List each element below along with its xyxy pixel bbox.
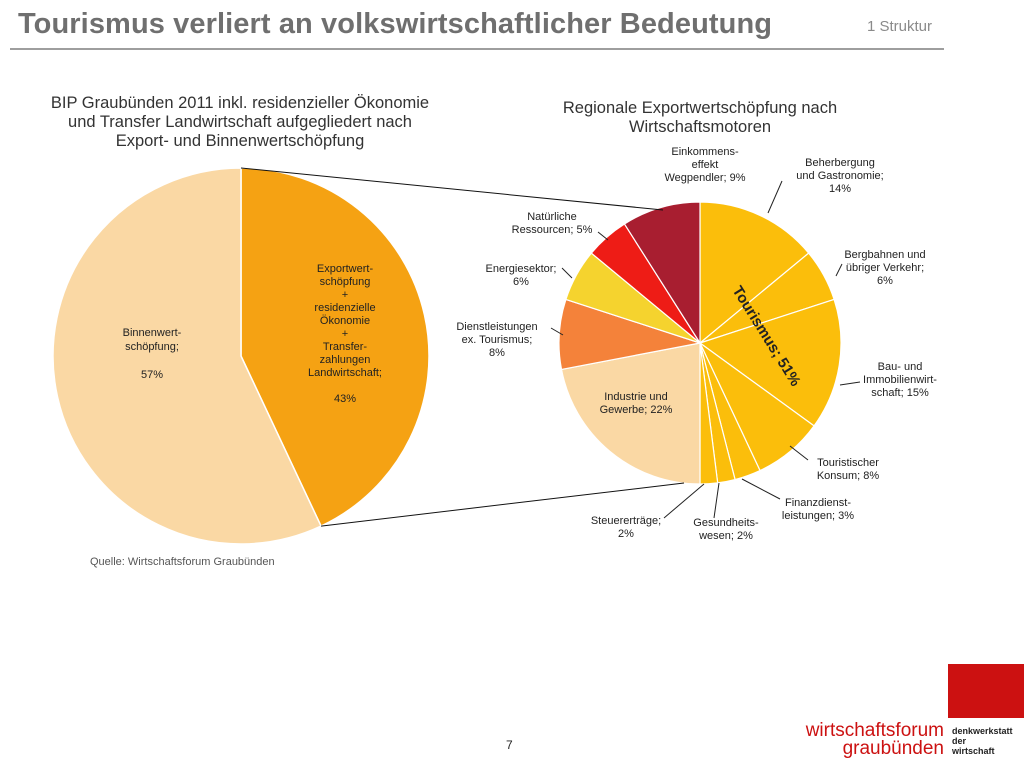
left-chart-title-line: Export- und Binnenwertschöpfung (115, 132, 365, 150)
brand-name-line: wirtschaftsforum (805, 720, 944, 741)
pie-slice-11 (623, 201, 701, 346)
label-leader-line-3 (789, 445, 809, 461)
slice-label-binnen: Binnenwert-schöpfung; 57% (123, 327, 182, 381)
slice-label-5: Gesundheits-wesen; 2% (693, 517, 759, 542)
brand-tagline-line: denkwerkstatt (952, 726, 1013, 736)
brand-logo: wirtschaftsforum graubünden (796, 720, 944, 759)
label-leader-line-0 (767, 180, 783, 214)
slice-label-1: Bergbahnen und übriger Verkehr; 6% (844, 249, 925, 287)
slice-label-0: Beherbergung und Gastronomie; 14% (796, 157, 883, 195)
slice-label-8: Dienstleistungen ex. Tourismus; 8% (456, 321, 537, 359)
slide-title: Tourismus verliert an volkswirtschaftlic… (18, 8, 773, 40)
label-leader-line-1 (835, 263, 843, 277)
brand-tagline-line: wirtschaft (952, 746, 995, 756)
left-chart-title-line: BIP Graubünden 2011 inkl. residenzieller… (50, 94, 430, 112)
label-leader-line-4 (741, 478, 781, 500)
slice-label-7: Industrie und Gewerbe; 22% (600, 391, 673, 416)
label-leader-line-5 (713, 482, 720, 519)
slice-label-4: Finanzdienst-leistungen; 3% (782, 497, 854, 522)
left-chart-title: BIP Graubünden 2011 inkl. residenzieller… (50, 94, 430, 151)
slice-label-11: Einkommens-effekt Wegpendler; 9% (664, 146, 745, 184)
slice-label-6: Steuererträge; 2% (591, 515, 661, 540)
pie-slice-0 (699, 201, 810, 345)
slice-label-10: Natürliche Ressourcen; 5% (512, 211, 593, 236)
pie-slice-export (240, 167, 430, 528)
left-chart-title-line: und Transfer Landwirtschaft aufgeglieder… (68, 113, 412, 131)
section-label: 1 Struktur (866, 18, 932, 35)
connector-line-bottom (320, 482, 685, 527)
pie-slice-7 (560, 342, 701, 485)
brand-name-line: graubünden (842, 738, 944, 759)
right-chart-title-line: Regionale Exportwertschöpfung nach (562, 99, 838, 117)
brand-color-block (948, 664, 1024, 718)
slice-label-9: Energiesektor; 6% (486, 263, 557, 288)
right-chart-title-line: Wirtschaftsmotoren (628, 118, 772, 136)
brand-tagline: denkwerkstatt der wirtschaft (952, 726, 1013, 756)
label-leader-line-10 (597, 231, 609, 241)
source-note: Quelle: Wirtschaftsforum Graubünden (90, 556, 275, 568)
title-divider (10, 48, 944, 50)
slice-label-2: Bau- und Immobilienwirt-schaft; 15% (863, 361, 937, 399)
label-leader-line-2 (839, 381, 861, 386)
slice-label-export: Exportwert-schöpfung + residenzielle Ökonom… (308, 263, 382, 405)
brand-tagline-line: der (952, 736, 967, 746)
label-leader-line-9 (561, 267, 573, 279)
connector-line-top (240, 167, 664, 211)
right-chart-title: Regionale Exportwertschöpfung nach Wirts… (520, 99, 880, 137)
page-number: 7 (506, 738, 513, 752)
slice-label-3: Touristischer Konsum; 8% (817, 457, 880, 482)
label-leader-line-6 (663, 483, 705, 519)
pie-slice-2 (698, 298, 842, 427)
label-leader-line-8 (550, 327, 564, 336)
pie-slice-binnen (52, 167, 323, 545)
